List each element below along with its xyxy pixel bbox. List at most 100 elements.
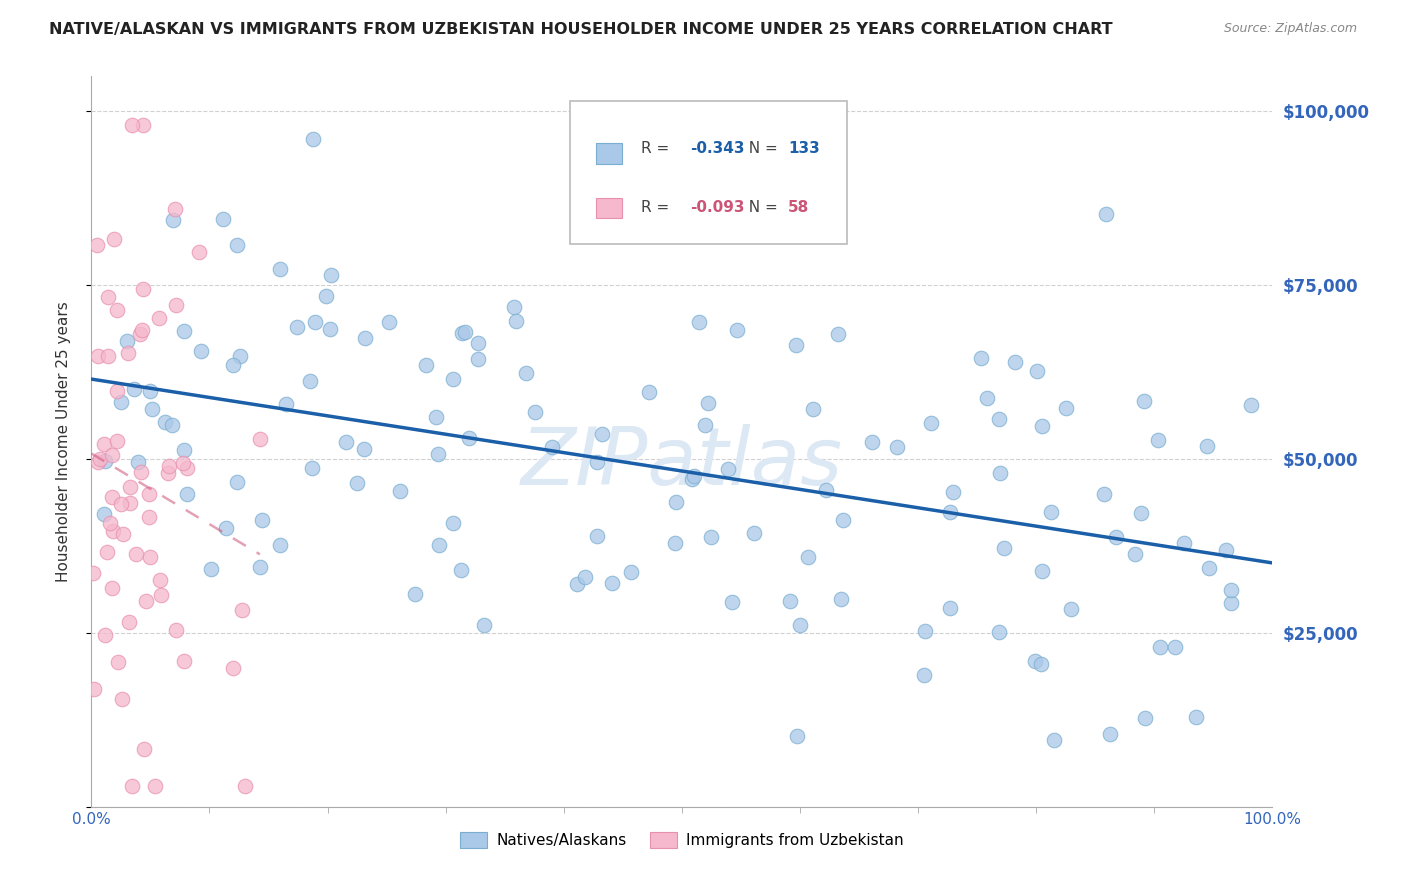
Point: [1099, 727, 1122, 741]
Point: [472, 617, 495, 632]
Bar: [596, 197, 621, 219]
Point: [94, 454, 117, 468]
Point: [695, 417, 717, 432]
Text: -0.343: -0.343: [690, 142, 745, 156]
Point: [1092, 487, 1115, 501]
Point: [249, 560, 271, 574]
Point: [134, 741, 156, 756]
Point: [83, 681, 105, 696]
Point: [1173, 536, 1195, 550]
Point: [86, 455, 108, 469]
Point: [200, 562, 222, 576]
Point: [139, 384, 162, 399]
Point: [1042, 733, 1064, 747]
Point: [148, 311, 170, 326]
Text: 133: 133: [789, 142, 820, 156]
Point: [1031, 657, 1053, 671]
Point: [101, 490, 124, 504]
Point: [939, 505, 962, 519]
Point: [688, 315, 710, 329]
Point: [110, 497, 132, 511]
Point: [1147, 433, 1170, 447]
Point: [441, 516, 464, 530]
Text: ZIPatlas: ZIPatlas: [520, 425, 844, 502]
Point: [942, 484, 965, 499]
Point: [515, 366, 537, 380]
Point: [801, 402, 824, 417]
Point: [1184, 710, 1206, 724]
Point: [1220, 582, 1243, 597]
Point: [315, 289, 337, 303]
Point: [378, 315, 401, 329]
Point: [886, 440, 908, 454]
Point: [860, 434, 883, 449]
Point: [827, 326, 849, 341]
Point: [318, 322, 340, 336]
Text: -0.093: -0.093: [690, 200, 745, 215]
Point: [830, 591, 852, 606]
Point: [1024, 654, 1046, 668]
Point: [138, 487, 160, 501]
Point: [586, 455, 609, 469]
Point: [1026, 364, 1049, 378]
Point: [222, 358, 245, 372]
Point: [585, 529, 607, 543]
Text: N =: N =: [738, 200, 782, 215]
Point: [139, 550, 162, 565]
Point: [162, 212, 184, 227]
Point: [93, 437, 115, 451]
Point: [105, 434, 128, 449]
Point: [135, 594, 157, 608]
Point: [131, 322, 153, 336]
Point: [190, 344, 212, 359]
Point: [721, 595, 744, 609]
Point: [269, 538, 291, 552]
Point: [1123, 547, 1146, 561]
Point: [89, 452, 111, 467]
Point: [796, 550, 818, 565]
Point: [165, 298, 187, 312]
Point: [1164, 640, 1187, 654]
Point: [302, 132, 325, 146]
Point: [467, 351, 489, 366]
Point: [742, 525, 765, 540]
Point: [1031, 565, 1053, 579]
Point: [121, 780, 143, 794]
Point: [619, 565, 641, 579]
Point: [94, 627, 117, 641]
Point: [127, 455, 149, 469]
Point: [188, 244, 211, 259]
Point: [683, 468, 706, 483]
Text: NATIVE/ALASKAN VS IMMIGRANTS FROM UZBEKISTAN HOUSEHOLDER INCOME UNDER 25 YEARS C: NATIVE/ALASKAN VS IMMIGRANTS FROM UZBEKI…: [49, 22, 1112, 37]
Point: [987, 624, 1010, 639]
Point: [122, 382, 145, 396]
Legend: Natives/Alaskans, Immigrants from Uzbekistan: Natives/Alaskans, Immigrants from Uzbeki…: [454, 826, 910, 855]
Point: [274, 397, 297, 411]
Point: [129, 465, 152, 479]
Point: [304, 315, 326, 329]
Point: [166, 624, 188, 638]
Point: [1240, 398, 1263, 412]
Point: [107, 655, 129, 669]
Point: [1149, 640, 1171, 655]
Point: [681, 472, 703, 486]
Point: [353, 331, 375, 345]
Point: [97, 349, 120, 363]
Point: [105, 303, 128, 318]
Point: [221, 661, 243, 675]
Point: [1059, 602, 1081, 616]
Point: [1004, 355, 1026, 369]
Point: [173, 325, 195, 339]
Point: [1195, 439, 1218, 453]
Point: [160, 417, 183, 432]
Point: [98, 516, 121, 530]
Point: [149, 573, 172, 587]
Point: [115, 334, 138, 348]
Y-axis label: Householder Income Under 25 years: Householder Income Under 25 years: [56, 301, 70, 582]
Point: [664, 536, 686, 550]
Point: [103, 231, 125, 245]
Point: [565, 576, 588, 591]
Point: [789, 617, 811, 632]
Point: [100, 448, 122, 462]
Point: [1105, 530, 1128, 544]
